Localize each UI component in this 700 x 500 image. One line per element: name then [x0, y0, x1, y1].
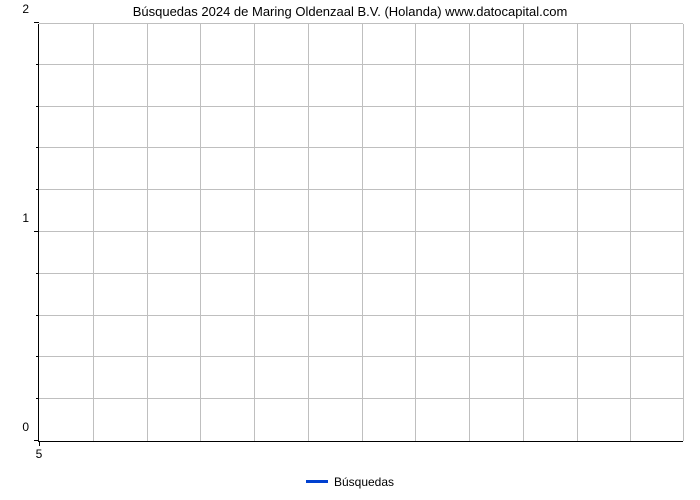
gridline-vertical — [362, 24, 363, 441]
legend-label: Búsquedas — [334, 475, 394, 489]
legend-item: Búsquedas — [306, 475, 394, 489]
gridline-vertical — [93, 24, 94, 441]
gridline-vertical — [147, 24, 148, 441]
y-minor-tick-mark — [36, 106, 39, 107]
gridline-vertical — [630, 24, 631, 441]
y-minor-tick-mark — [36, 398, 39, 399]
y-minor-tick-mark — [36, 147, 39, 148]
gridline-vertical — [683, 24, 684, 441]
x-tick-label: 5 — [36, 447, 43, 461]
x-tick-mark — [39, 441, 40, 446]
gridline-vertical — [469, 24, 470, 441]
y-tick-mark — [34, 231, 39, 232]
y-tick-label: 2 — [22, 2, 29, 16]
gridline-vertical — [308, 24, 309, 441]
gridline-vertical — [254, 24, 255, 441]
gridline-vertical — [523, 24, 524, 441]
y-minor-tick-mark — [36, 189, 39, 190]
gridline-vertical — [200, 24, 201, 441]
y-tick-label: 1 — [22, 211, 29, 225]
gridline-vertical — [577, 24, 578, 441]
chart-container: Búsquedas 2024 de Maring Oldenzaal B.V. … — [0, 0, 700, 500]
legend: Búsquedas — [0, 472, 700, 489]
y-tick-label: 0 — [22, 420, 29, 434]
y-tick-mark — [34, 22, 39, 23]
gridline-vertical — [415, 24, 416, 441]
y-minor-tick-mark — [36, 356, 39, 357]
chart-title: Búsquedas 2024 de Maring Oldenzaal B.V. … — [0, 4, 700, 19]
legend-swatch — [306, 480, 328, 483]
y-minor-tick-mark — [36, 273, 39, 274]
y-minor-tick-mark — [36, 315, 39, 316]
y-minor-tick-mark — [36, 64, 39, 65]
plot-area: 0125 — [38, 24, 683, 442]
